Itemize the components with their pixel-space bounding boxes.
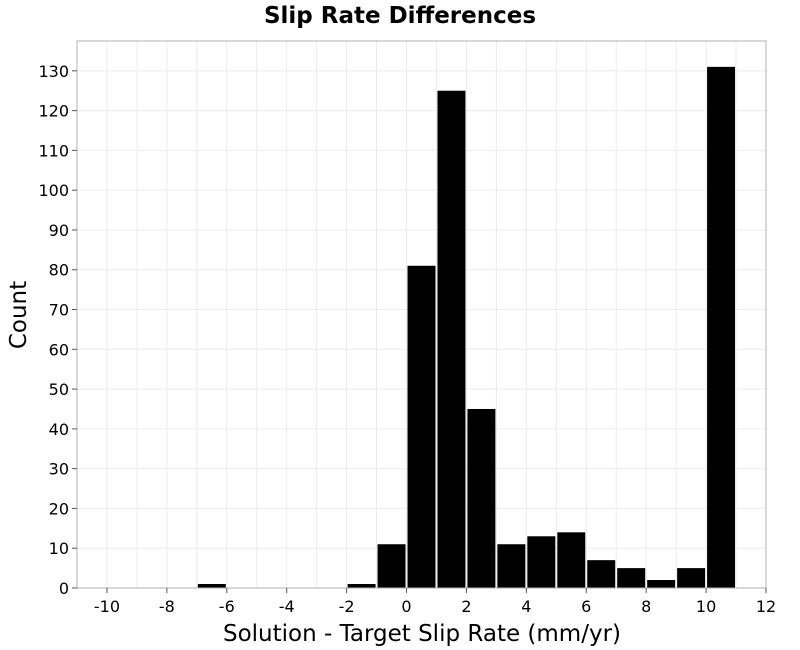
y-tick-label: 130 — [38, 62, 69, 81]
x-tick-label: 4 — [521, 597, 531, 616]
y-tick-label: 120 — [38, 102, 69, 121]
histogram-bar — [377, 544, 406, 588]
x-tick-label: 2 — [461, 597, 471, 616]
y-tick-label: 30 — [49, 460, 69, 479]
histogram-bar — [587, 560, 616, 588]
histogram-bar — [467, 408, 496, 588]
y-tick-label: 110 — [38, 141, 69, 160]
histogram-bar — [617, 568, 646, 588]
x-tick-label: -4 — [279, 597, 295, 616]
x-tick-label: -8 — [159, 597, 175, 616]
plot-frame — [76, 40, 767, 589]
x-tick-label: 6 — [581, 597, 591, 616]
y-tick-label: 20 — [49, 499, 69, 518]
histogram-bar — [677, 568, 706, 588]
y-tick-label: 90 — [49, 221, 69, 240]
histogram-bar — [437, 90, 466, 589]
histogram-bar — [347, 584, 376, 588]
x-tick-label: 10 — [696, 597, 716, 616]
x-axis-label: Solution - Target Slip Rate (mm/yr) — [223, 621, 621, 647]
histogram-bar — [707, 66, 736, 589]
y-tick-label: 80 — [49, 261, 69, 280]
y-axis-ticks: 0 10 20 30 40 50 60 70 80 90 100 110 120 130 — [38, 62, 77, 598]
x-tick-label: 8 — [641, 597, 651, 616]
y-tick-label: 0 — [59, 579, 69, 598]
histogram-bar — [557, 532, 586, 588]
y-axis-label: Count — [6, 281, 32, 349]
x-tick-label: -6 — [219, 597, 235, 616]
x-tick-label: -10 — [94, 597, 120, 616]
bars — [197, 66, 736, 589]
y-tick-label: 100 — [38, 181, 69, 200]
x-tick-label: -2 — [339, 597, 355, 616]
y-tick-label: 40 — [49, 420, 69, 439]
histogram-bar — [197, 584, 226, 588]
y-tick-label: 60 — [49, 340, 69, 359]
histogram-bar — [497, 544, 526, 588]
y-tick-label: 70 — [49, 301, 69, 320]
histogram-bar — [407, 265, 436, 588]
x-tick-label: 0 — [401, 597, 411, 616]
x-tick-label: 12 — [756, 597, 776, 616]
y-tick-label: 10 — [49, 539, 69, 558]
y-tick-label: 50 — [49, 380, 69, 399]
chart-title: Slip Rate Differences — [264, 3, 536, 29]
x-axis-ticks: -10 -8 -6 -4 -2 0 2 4 6 8 10 12 — [94, 588, 776, 616]
histogram-bar — [527, 536, 556, 588]
histogram-bar — [647, 580, 676, 588]
